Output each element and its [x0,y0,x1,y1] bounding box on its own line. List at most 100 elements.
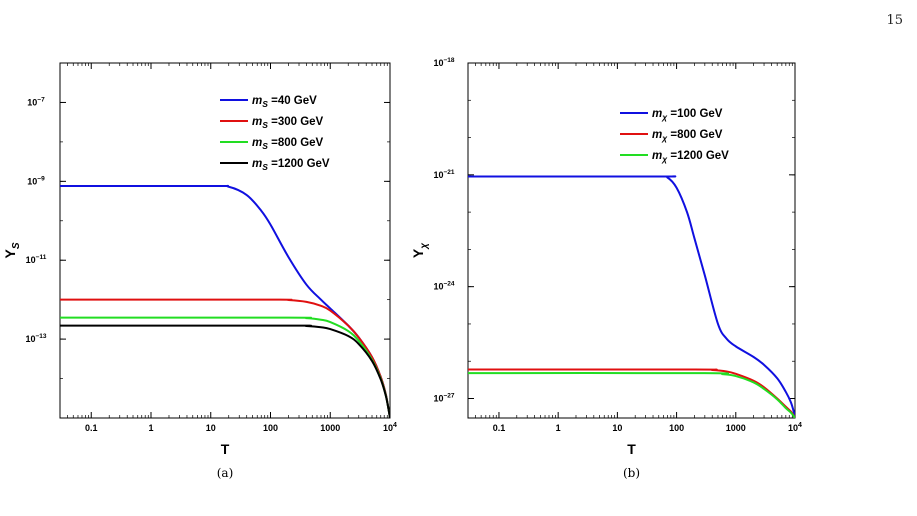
y-tick-base: 10 [25,334,35,344]
y-tick-label: 10−27 [433,393,454,404]
y-tick-exponent: −27 [443,393,454,400]
x-axis-title: T [221,441,230,457]
plot-frame [59,62,391,419]
y-tick-label: 10−24 [433,281,454,292]
x-tick-text: 1000 [726,423,746,433]
legend-subscript: χ [661,133,668,143]
y-tick-base: 10 [27,97,37,107]
x-axis-title: T [627,441,636,457]
legend-subscript: χ [661,112,668,122]
y-tick-exponent: −9 [37,175,45,182]
y-tick-label: 10−11 [26,254,47,265]
chart-panel-b: 0.1 1 10 100 1000 10410−1810−2110−2410−27TYχm… [410,57,802,480]
x-tick-label: 10 [612,423,622,433]
y-tick-exponent: −7 [37,96,45,103]
legend-m: m [652,150,662,162]
series-line-0 [60,184,390,418]
legend-subscript: S [262,162,268,172]
x-tick-label: 1000 [320,423,340,433]
x-tick-text: 1 [148,423,153,433]
y-axis-title-subscript: χ [419,243,430,250]
y-tick-exponent: −13 [35,333,46,340]
x-tick-exponent: 4 [393,422,397,429]
x-tick-label: 104 [788,422,802,433]
x-tick-text: 0.1 [493,423,506,433]
legend-label: =1200 GeV [667,150,729,162]
legend-entry-0: mS =40 GeV [252,95,317,109]
series-line-3 [60,324,390,418]
y-axis-title-text: Y [2,249,18,259]
y-axis-title: YS [2,242,22,258]
x-tick-label: 10 [206,423,216,433]
series-line-1 [468,368,795,418]
panel-caption: (a) [217,466,234,480]
x-axis-title-text: T [627,441,636,457]
x-tick-text: 1 [556,423,561,433]
legend-entry-3: mS =1200 GeV [252,158,330,172]
legend-entry-0: mχ =100 GeV [652,108,723,122]
legend-subscript: S [262,99,268,109]
legend-label: =1200 GeV [268,158,330,170]
legend-m: m [252,158,262,170]
legend-label: =300 GeV [268,116,324,128]
x-tick-text: 100 [263,423,278,433]
legend-m: m [252,116,262,128]
page-number: 15 [886,13,903,28]
legend-subscript: S [262,120,268,130]
legend-m: m [252,137,262,149]
x-tick-label: 100 [263,423,278,433]
y-tick-label: 10−9 [27,175,45,186]
legend-m: m [652,108,662,120]
y-tick-base: 10 [433,170,443,180]
x-tick-text: 10 [788,423,798,433]
legend-label: =800 GeV [268,137,324,149]
panel-caption-text: (a) [217,466,234,480]
x-tick-text: 10 [206,423,216,433]
x-tick-label: 100 [669,423,684,433]
x-tick-label: 104 [383,422,397,433]
legend-entry-2: mχ =1200 GeV [652,150,729,164]
y-tick-base: 10 [26,255,36,265]
y-tick-label: 10−21 [433,169,454,180]
x-tick-exponent: 4 [798,422,802,429]
y-axis-title-subscript: S [11,242,22,249]
x-tick-text: 10 [612,423,622,433]
x-tick-text: 0.1 [85,423,98,433]
panel-caption-text: (b) [623,466,640,480]
legend-subscript: χ [661,154,668,164]
y-tick-exponent: −21 [443,169,454,176]
y-tick-base: 10 [27,176,37,186]
x-tick-label: 1 [148,423,153,433]
legend-entry-1: mχ =800 GeV [652,129,723,143]
legend-label: =800 GeV [667,129,723,141]
x-tick-label: 1 [556,423,561,433]
y-tick-base: 10 [433,58,443,68]
y-tick-exponent: −24 [443,281,454,288]
y-axis-title-text: Y [410,248,426,258]
y-tick-base: 10 [433,394,443,404]
y-axis-title: Yχ [410,243,430,258]
x-tick-text: 100 [669,423,684,433]
legend-label: =100 GeV [667,108,723,120]
x-tick-text: 1000 [320,423,340,433]
panel-caption: (b) [623,466,640,480]
y-tick-label: 10−18 [433,57,454,68]
y-tick-base: 10 [433,282,443,292]
chart-panel-a: 0.1 1 10 100 1000 10410−710−910−1110−13TYSmS … [2,62,397,480]
x-tick-label: 1000 [726,423,746,433]
x-axis-title-text: T [221,441,230,457]
legend-label: =40 GeV [268,95,317,107]
legend-entry-2: mS =800 GeV [252,137,324,151]
legend-subscript: S [262,141,268,151]
x-tick-text: 10 [383,423,393,433]
y-tick-exponent: −18 [443,57,454,64]
series-line-0 [468,175,795,418]
series-line-2 [468,372,795,418]
y-tick-label: 10−7 [27,96,45,107]
y-tick-exponent: −11 [36,254,47,261]
legend-m: m [252,95,262,107]
legend-m: m [652,129,662,141]
y-tick-label: 10−13 [25,333,46,344]
legend-entry-1: mS =300 GeV [252,116,324,130]
